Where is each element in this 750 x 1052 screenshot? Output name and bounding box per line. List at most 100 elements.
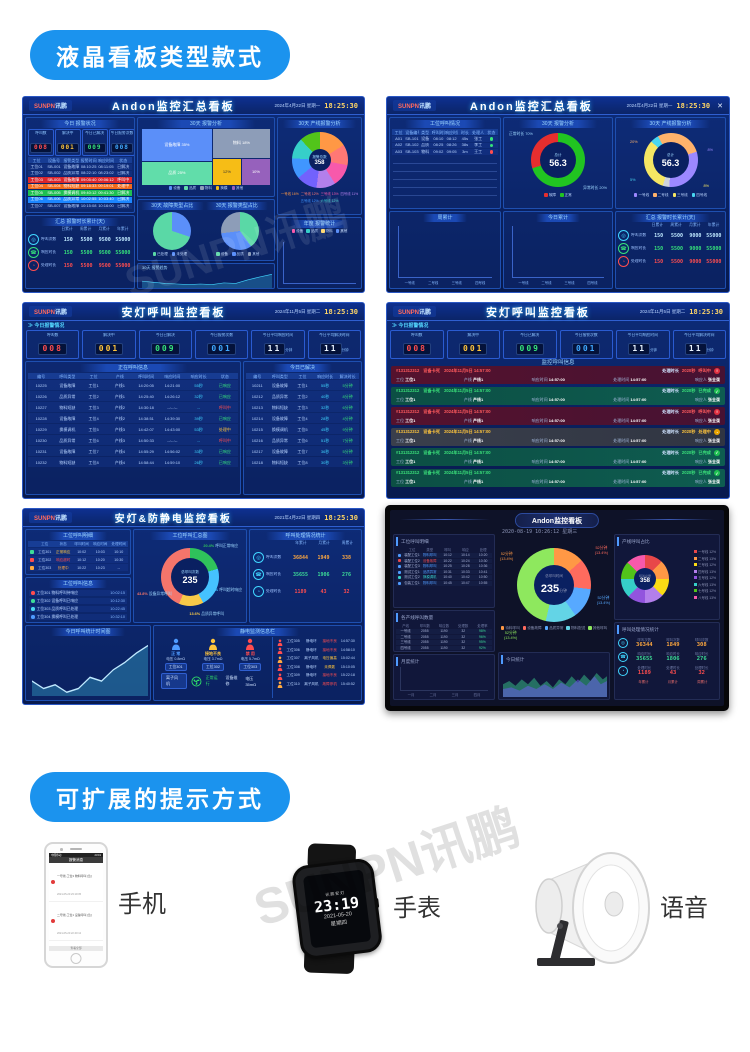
donut-label: 22.1% 呼叫超时响应: [207, 588, 242, 592]
table-row: 10215 换模调机 工位5 45秒 9分钟: [246, 424, 359, 434]
bar-categories: 一号线 二号线 三号线 四号线: [518, 281, 598, 285]
deco-line: [624, 519, 714, 520]
list-item: 工位302 设备呼叫已响应 10:12:30: [29, 598, 127, 604]
legend-item: 八号线 13%: [694, 595, 716, 600]
panel-title: 产线呼叫占比: [617, 537, 719, 546]
table-row: 工位01 SB-001 设备故障 08:10:25 08:11:05 已解决: [28, 164, 132, 170]
stat-icon: ◔: [618, 665, 628, 676]
pie-label: 52分钟 (13.4%): [504, 631, 518, 640]
table-row: 工位302 响应超时 10:12 10:20 10:30: [28, 556, 128, 563]
legend-item: 其他呼叫: [588, 626, 607, 631]
dashboard-header: SUNPN讯鹏 Andon监控汇总看板 2024年4月22日 星期一 18:25:…: [387, 97, 729, 115]
treemap-block: 设备故障 35%: [142, 129, 212, 161]
ion-fan-row: 离子风机 正常运行 设备维修 电压 35mΩ: [161, 673, 265, 689]
dark-screen: Andon监控看板 2020-08-19 10:26:12 星期三 工位呼叫明细…: [390, 510, 724, 706]
status-icon: ◔: [714, 429, 720, 435]
stat-box: 呼叫数 008: [390, 330, 444, 359]
legend-item: 五号线 12%: [694, 575, 716, 580]
legend-item: 故障: [544, 193, 556, 198]
stat-box: 今日平均解决时间 11 分钟: [672, 330, 726, 359]
line-donut: 总计 56.3: [643, 133, 698, 187]
table-row: A01 SB-101 设备 08:10 08:12 45s 张工: [392, 136, 498, 142]
dashboard-andon-summary-1: SUNPN讯鹏 Andon监控汇总看板 2024年4月22日 星期一 18:25:…: [22, 96, 365, 293]
table-row: 工位303 处理中 10:22 10:23 --: [28, 564, 128, 571]
summary-row: ◔ 处理时长 150 5500 9500 55000: [28, 260, 132, 271]
status-dot-cell: [485, 149, 498, 155]
stat-box: 今日已解决 009: [503, 330, 557, 359]
legend-item: 五号线 12%: [300, 199, 319, 203]
fan-icon: [191, 676, 202, 686]
list-item: 工位310 离子风机 故障停机 15:40:52: [277, 681, 357, 688]
panel-solved-today: 今日已解决 编号 呼叫类型 工位 响应时长 解决时长 10211 设备故障 工位1 55…: [243, 361, 362, 495]
legend-item: 其他: [335, 229, 347, 234]
person-icon: [277, 664, 283, 671]
trend-chart: [142, 274, 272, 288]
subsection-title: ≫ 今日报警情况: [28, 323, 65, 329]
donut-label: 正常时长 70%: [509, 132, 533, 136]
legend-item: 一号线 16%: [280, 192, 299, 196]
table-row: 10212 品质异常 工位2 40秒 8分钟: [246, 391, 359, 401]
phone-nav-title: 报警消息: [49, 857, 103, 863]
treemap-block: 10%: [241, 158, 270, 185]
table-header: 工位 类型 呼叫 响应 处理: [408, 548, 487, 552]
call-card: #131312312 设备卡死 2024年11月5日 14:57:00 处理时长 20…: [391, 468, 725, 487]
call-time-donut: 总呼叫时间 235分钟: [517, 548, 591, 622]
donut-label: 5%: [630, 178, 636, 182]
legend-item: 四号线 11%: [340, 192, 359, 196]
stat-box: 解决中 001: [54, 129, 81, 156]
legend-item: 六号线 13%: [694, 582, 716, 587]
legend-item: 设备故障: [522, 626, 542, 631]
panel-title: 汇总 报警时长累计(天): [41, 218, 119, 226]
panel-year-bars: 年度 报警统计 设备 品质 物料 其他: [277, 217, 362, 289]
panel-line-alarm-rose: 30天 产线报警分析 报警总数 358 一号线 16% 二号线 12% 三号线 13…: [277, 117, 362, 215]
message-row: 一号线-工位3 物料呼叫 [急] 2021-05-20 23:19:05: [49, 863, 103, 901]
table-row: 测试工位2 换模调机 10:40 10:42 10:50: [396, 575, 492, 580]
person-icon: [277, 638, 283, 646]
table-row: 10228 设备故障 工位4 产线2 14:38:51 14:39:30 39秒 已响应: [28, 413, 238, 423]
bar-categories: 一月 二月 三月 四月: [407, 693, 481, 697]
dashboard-andon-call-1: SUNPN讯鹏 安灯呼叫监控看板 2024年11月5日 星期二 18:25:30 …: [22, 302, 365, 499]
dashboard-title: Andon监控汇总看板: [111, 100, 235, 113]
legend-item: 四号线: [691, 193, 707, 198]
panel-alarm-summary: 汇总 报警时长累计(天) 日累计 周累计 月累计 年累计 ◎ 呼叫次数 150 550…: [615, 211, 726, 289]
panel-main-pie: 总呼叫时间 235分钟 52分钟 (13.4%) 52分钟 (13.4%) 52分钟…: [498, 534, 610, 648]
person-icon: [277, 681, 283, 688]
stat-icon: ◔: [618, 256, 629, 267]
legend-item: 其他: [231, 186, 243, 191]
donut-label: 8%: [703, 184, 710, 188]
legend-item: 四号线 13%: [694, 569, 716, 574]
line-counts-table: 一号线 2055 1190 32 98% 二号线 2055 1190 32 96% 三号线 2…: [394, 629, 494, 651]
donut-label: 20.4% 呼叫正常响应: [203, 544, 238, 548]
summary-row: ◎ 呼叫次数 36344 呼叫次数 1849 呼叫次数 308: [618, 637, 716, 648]
treemap-legend: 设备 品质 物料 换模 其他: [138, 186, 274, 191]
stat-icon: ◎: [28, 234, 39, 245]
status-icon: ✓: [714, 449, 720, 456]
table-row: 工位301 正常响应 10:02 10:03 10:10: [28, 548, 128, 555]
close-icon[interactable]: ✕: [717, 102, 723, 110]
datetime: 2024年11月5日 星期二 18:25:30: [274, 307, 358, 316]
phone-screen: 中国移动 23:19 报警消息 一号线-工位3 物料呼叫 [急] 2021-05-2…: [49, 853, 103, 951]
panel-title: 今日呼叫统计时间图: [50, 628, 126, 636]
active-calls-table: 10225 设备故障 工位1 产线1 14:20:05 14:21:00 55秒 已响应 …: [26, 380, 240, 467]
legend-item: 三号线 13%: [320, 192, 339, 196]
panel-treemap: 30天 报警分析 设备故障 35% 品质 25% 物料 18% 12% 10% …: [137, 117, 275, 197]
call-detail-table: 工位301 正常响应 10:02 10:03 10:10 工位302 响应超时 10:1…: [26, 548, 130, 571]
table-row: A02 SB-102 品质 08:25 08:26 38s 李工: [392, 142, 498, 149]
table-header: 编号 呼叫类型 工位 产线 呼叫时间 响应时间 响应时长 状态: [28, 373, 238, 379]
stat-icon: ☎: [28, 247, 39, 258]
stat-box: 今日已解决 009: [138, 330, 192, 359]
watch-screen: 讯鹏安灯 23:19 2021-05-20 星期四: [302, 869, 372, 949]
table-row: 三号线 2055 1190 32 95%: [396, 640, 492, 645]
phone-home-button: [70, 953, 82, 964]
legend-item: 品质: [306, 229, 318, 234]
alert-icon: [51, 919, 55, 923]
table-row: 10217 设备故障 工位7 36秒 5分钟: [246, 446, 359, 456]
panel-line-donut: 30天 产线报警分析 总计 56.3 20% 8% 5% 8% 一号线 二号线 三号…: [615, 117, 726, 209]
dashboard-title: 安灯&防静电监控看板: [114, 514, 232, 525]
table-header: 产线 呼叫数 响应数 处理数 处理率: [402, 624, 488, 628]
table-row: 10213 物料短缺 工位3 32秒 6分钟: [246, 402, 359, 412]
stat-box: 今日报警次数 001: [559, 330, 613, 359]
panel-title: 静电监测信息栏: [216, 628, 299, 636]
rose-chart: 报警总数 358: [291, 132, 348, 188]
stat-box: 呼叫数 008: [28, 129, 54, 156]
